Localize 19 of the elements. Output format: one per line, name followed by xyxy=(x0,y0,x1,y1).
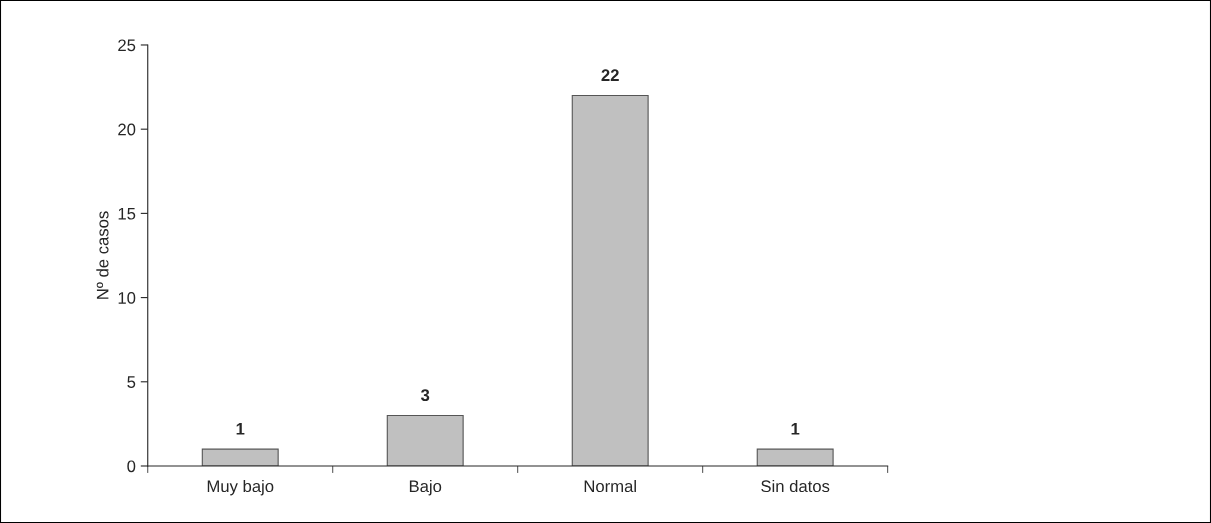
y-tick-label: 10 xyxy=(118,291,136,304)
y-tick-label: 20 xyxy=(118,123,136,136)
x-tick-label: Muy bajo xyxy=(207,479,274,496)
data-label: 1 xyxy=(236,423,245,435)
y-tick-label: 25 xyxy=(118,39,136,52)
bar xyxy=(756,448,834,466)
y-tick-label: 0 xyxy=(127,460,136,473)
data-label: 1 xyxy=(791,423,800,435)
y-tick-label: 5 xyxy=(127,376,136,388)
x-tick-label: Normal xyxy=(584,479,636,493)
y-tick-label: 15 xyxy=(118,207,136,220)
x-tick-label: Sin datos xyxy=(761,479,830,493)
data-label: 3 xyxy=(420,389,430,402)
bar xyxy=(571,94,649,466)
data-label: 22 xyxy=(601,69,619,81)
y-axis-title: Nº de casos xyxy=(96,211,109,299)
x-tick-label: Bajo xyxy=(409,479,442,496)
bar xyxy=(201,448,279,466)
bar xyxy=(386,414,464,466)
